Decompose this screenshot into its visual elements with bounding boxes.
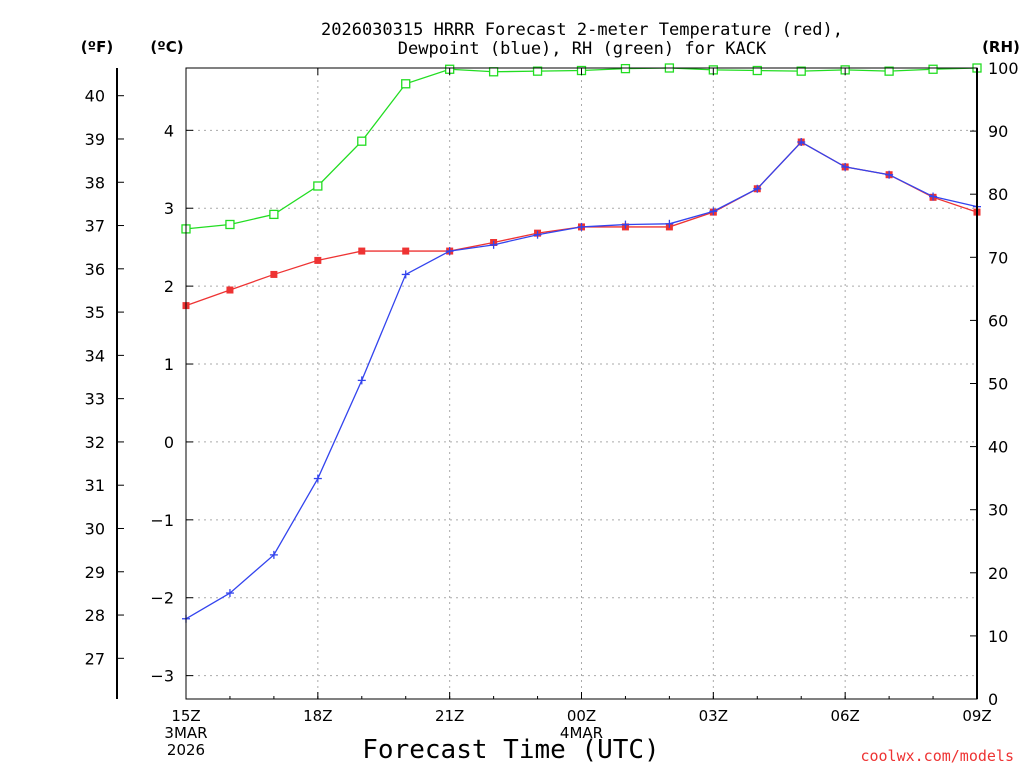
rh-tick-label: 80 (988, 185, 1008, 204)
dewpoint-point (401, 270, 410, 279)
rh-tick-label: 10 (988, 627, 1008, 646)
x-tick-date-label: 3MAR (164, 724, 207, 742)
dewpoint-point (313, 474, 322, 483)
chart-title-line-1: 2026030315 HRRR Forecast 2-meter Tempera… (321, 20, 843, 40)
dewpoint-point (709, 207, 718, 216)
rh-tick-label: 40 (988, 438, 1008, 457)
fahrenheit-tick-label: 39 (85, 130, 105, 149)
fahrenheit-tick-label: 32 (85, 433, 105, 452)
fahrenheit-tick-label: 34 (85, 346, 105, 365)
dewpoint-point (445, 247, 454, 256)
dewpoint-point (929, 192, 938, 201)
celsius-tick-label: 1 (164, 355, 174, 374)
dewpoint-point (489, 240, 498, 249)
x-tick-label: 00Z (567, 707, 596, 725)
x-axis-title: Forecast Time (UTC) (362, 735, 659, 765)
rh-tick-label: 50 (988, 375, 1008, 394)
fahrenheit-tick-label: 33 (85, 390, 105, 409)
rh-tick-label: 0 (988, 690, 998, 709)
fahrenheit-tick-label: 27 (85, 649, 105, 668)
fahrenheit-tick-label: 37 (85, 217, 105, 236)
x-tick-date-label: 4MAR (560, 724, 603, 742)
fahrenheit-tick-label: 28 (85, 606, 105, 625)
fahrenheit-tick-label: 29 (85, 563, 105, 582)
celsius-tick-label: 0 (164, 433, 174, 452)
rh-point (796, 66, 806, 76)
grid-lines (186, 68, 977, 699)
dewpoint-point (841, 162, 850, 171)
fahrenheit-tick-label: 31 (85, 476, 105, 495)
celsius-tick-label: −1 (150, 511, 174, 530)
x-tick-year-label: 2026 (167, 741, 205, 759)
rh-point (225, 219, 235, 230)
rh-point (488, 67, 499, 77)
celsius-tick-label: 2 (164, 277, 174, 296)
dewpoint-point (665, 219, 674, 228)
x-tick-label: 09Z (962, 707, 991, 725)
rh-unit-label: (RH) (982, 38, 1020, 56)
rh-tick-label: 20 (988, 564, 1008, 583)
fahrenheit-unit-label: (ºF) (81, 38, 113, 56)
rh-point (269, 209, 279, 220)
fahrenheit-tick-label: 38 (85, 173, 105, 192)
temperature-point (314, 256, 322, 264)
celsius-tick-label: −3 (150, 667, 174, 686)
fahrenheit-tick-label: 40 (85, 87, 105, 106)
x-tick-label: 21Z (435, 707, 464, 725)
fahrenheit-tick-label: 36 (85, 260, 105, 279)
rh-point (532, 66, 543, 76)
rh-tick-label: 100 (988, 59, 1019, 78)
rh-point (928, 64, 938, 74)
x-tick-label: 15Z (171, 707, 200, 725)
rh-point (313, 181, 323, 191)
temperature-point (270, 270, 278, 278)
rh-point (884, 66, 894, 76)
dewpoint-point (885, 170, 894, 179)
dewpoint-point (533, 230, 542, 239)
rh-tick-label: 30 (988, 501, 1008, 520)
dewpoint-point (753, 184, 762, 193)
dewpoint-point (577, 222, 586, 231)
temperature-point (402, 247, 410, 255)
watermark: coolwx.com/models (860, 747, 1014, 765)
rh-tick-label: 60 (988, 311, 1008, 330)
x-tick-label: 03Z (699, 707, 728, 725)
rh-tick-label: 90 (988, 122, 1008, 141)
x-tick-label: 06Z (830, 707, 859, 725)
fahrenheit-tick-label: 35 (85, 303, 105, 322)
rh-point (620, 63, 631, 74)
temperature-point (226, 286, 234, 294)
chart-title-line-2: Dewpoint (blue), RH (green) for KACK (398, 39, 767, 59)
celsius-unit-label: (ºC) (150, 38, 183, 56)
rh-point (752, 65, 762, 76)
rh-point (357, 136, 367, 146)
rh-tick-label: 70 (988, 248, 1008, 267)
rh-point (401, 79, 411, 89)
dewpoint-point (269, 550, 278, 559)
dewpoint-point (357, 376, 366, 385)
celsius-tick-label: 3 (164, 199, 174, 218)
fahrenheit-tick-label: 30 (85, 519, 105, 538)
plot-frame (185, 67, 978, 700)
dewpoint-point (225, 589, 234, 598)
dewpoint-point (621, 220, 630, 229)
temperature-point (358, 247, 366, 255)
x-tick-label: 18Z (303, 707, 332, 725)
celsius-tick-label: −2 (150, 589, 174, 608)
celsius-tick-label: 4 (164, 121, 174, 140)
dewpoint-point (797, 138, 806, 147)
